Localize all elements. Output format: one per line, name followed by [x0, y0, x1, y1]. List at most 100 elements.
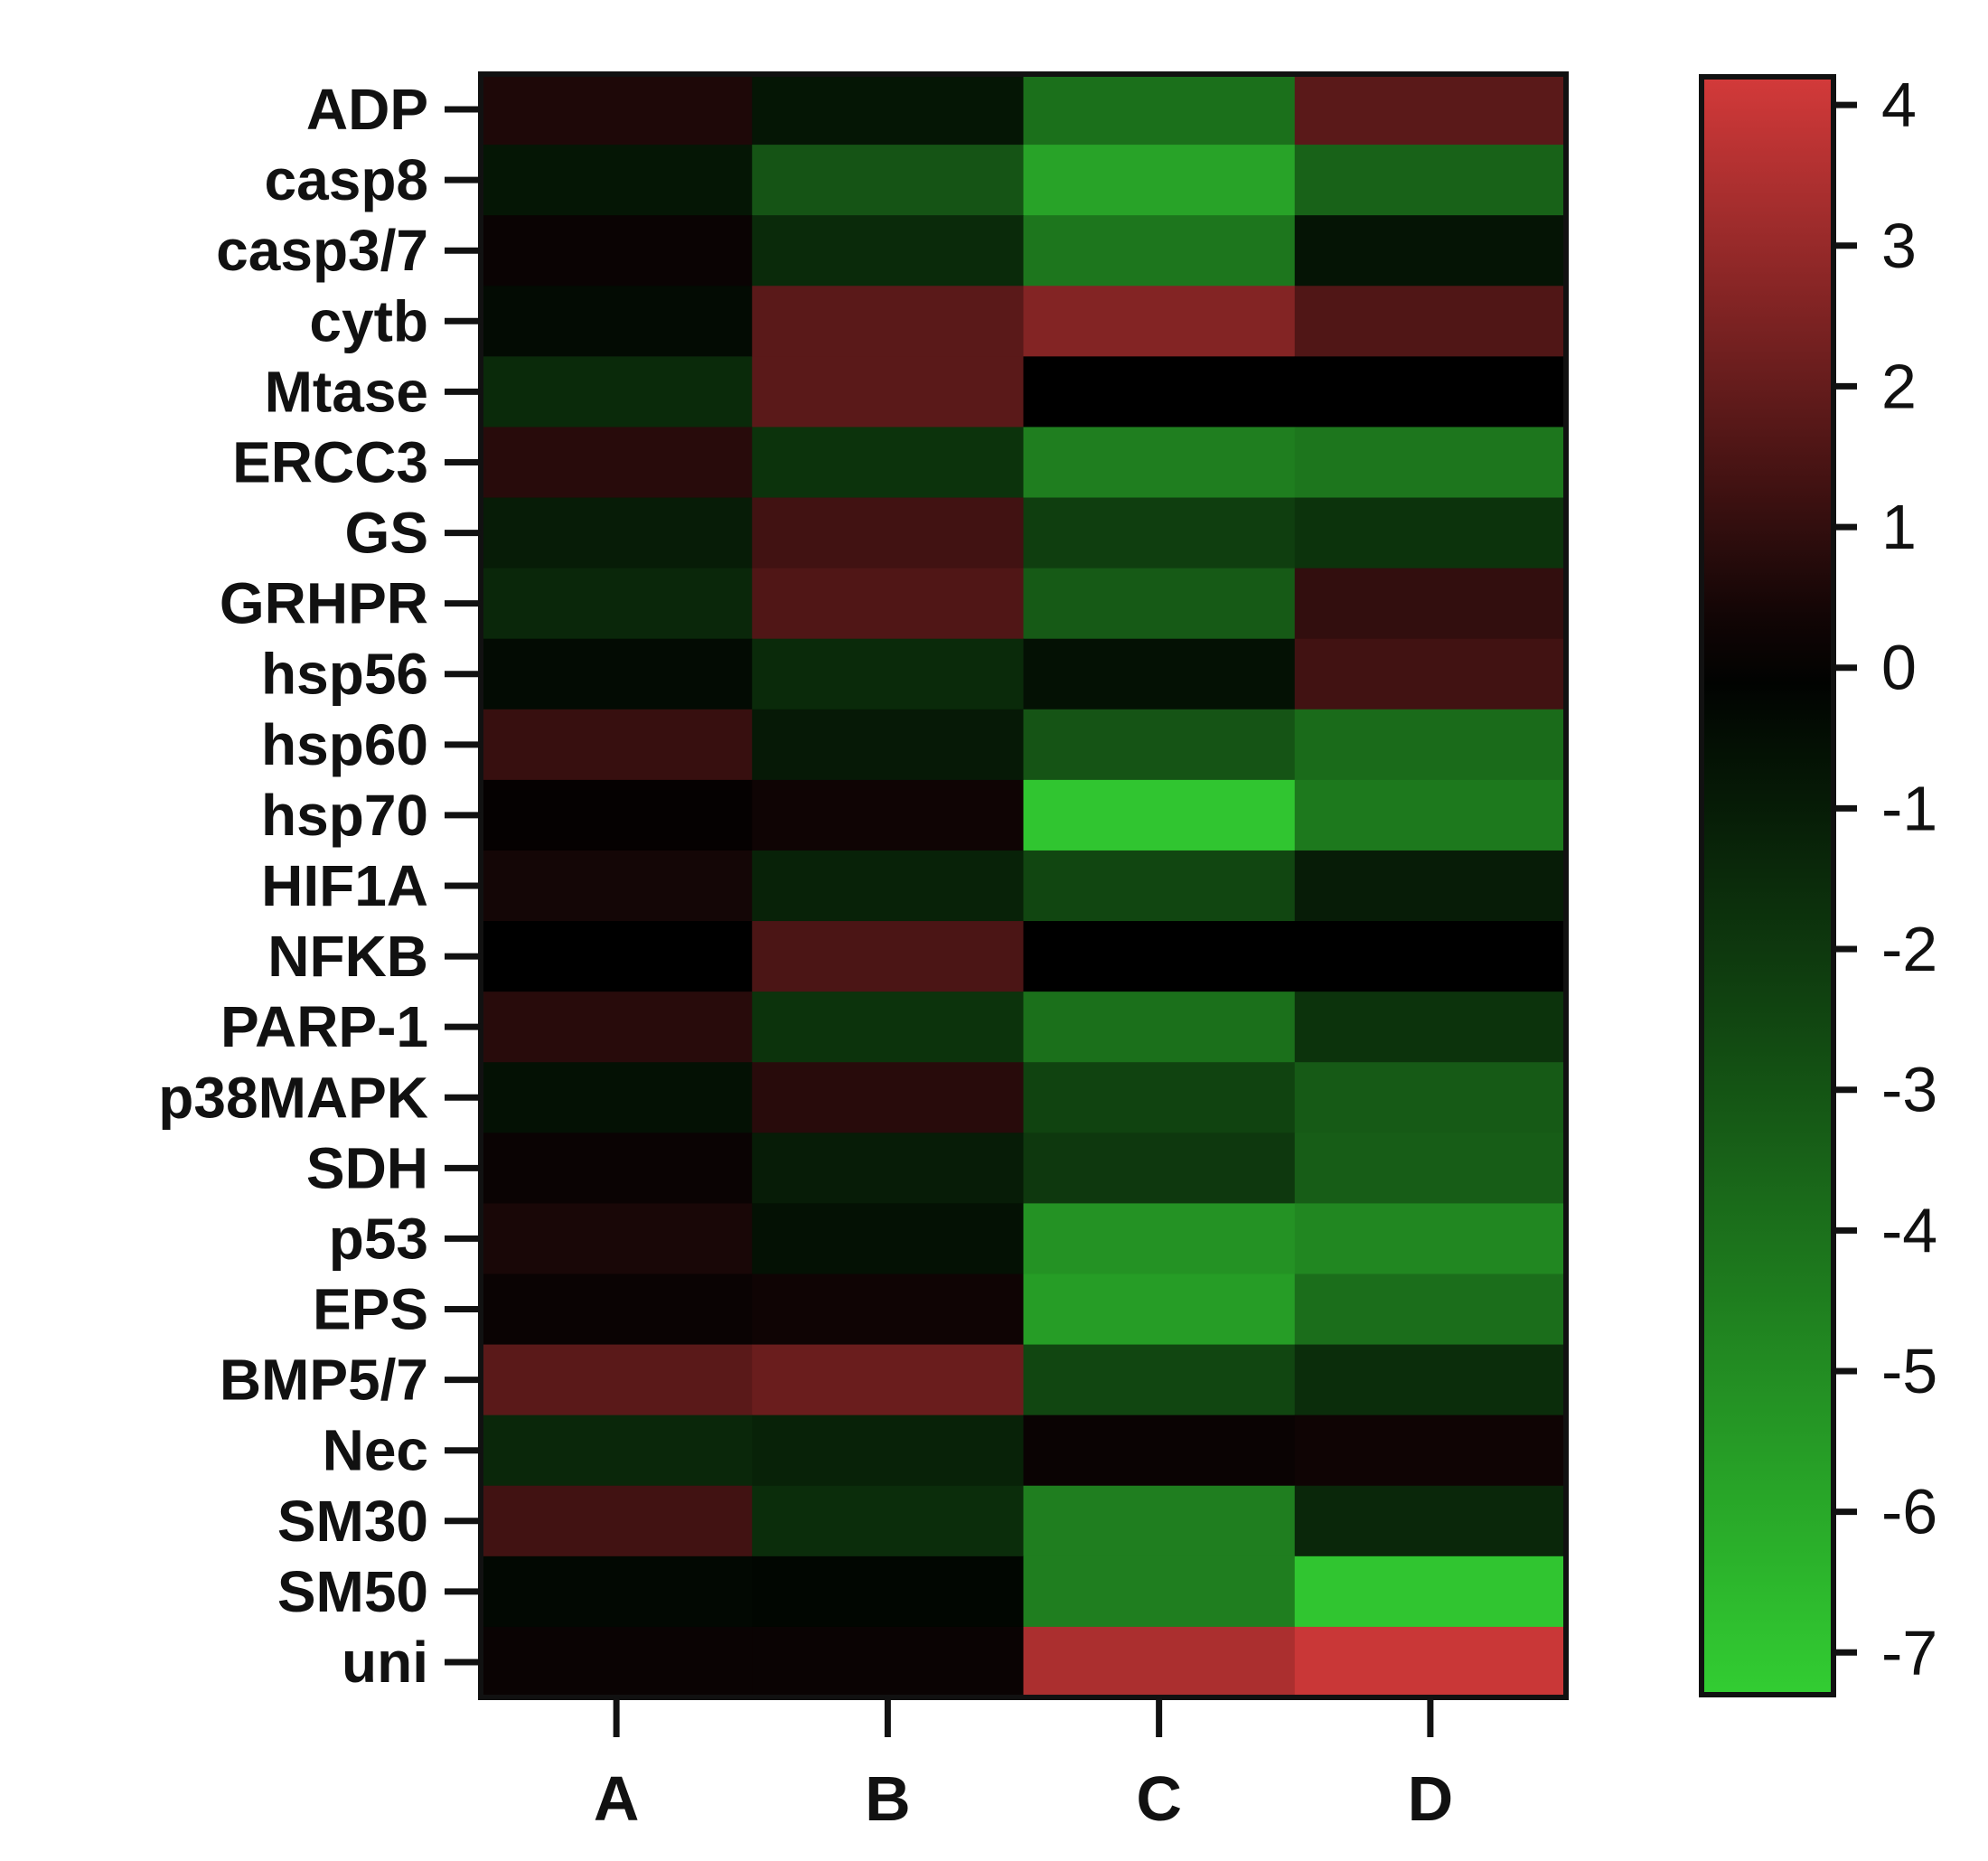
- heatmap-cell: [1023, 921, 1296, 992]
- heatmap-cell: [752, 1485, 1025, 1557]
- heatmap-cell: [481, 850, 753, 922]
- row-label: SDH: [306, 1135, 428, 1200]
- colorbar: 4 3 2 1 0 -1 -2 -3 -4 -5 -6 -7: [1699, 70, 1937, 1697]
- heatmap-cell: [1294, 779, 1567, 851]
- heatmap-cell: [1023, 215, 1296, 287]
- heatmap-cell: [752, 1274, 1025, 1346]
- heatmap-cell: [481, 1344, 753, 1416]
- heatmap-cell: [1023, 1626, 1296, 1698]
- column-label: A: [594, 1763, 640, 1834]
- heatmap-cell: [1294, 286, 1567, 357]
- heatmap-cell: [1023, 709, 1296, 781]
- heatmap-cell: [1023, 1415, 1296, 1487]
- row-label: casp8: [265, 147, 428, 212]
- heatmap-cell: [1023, 74, 1296, 146]
- heatmap-cell: [752, 568, 1025, 640]
- heatmap-cell: [752, 1626, 1025, 1698]
- row-label: ADP: [306, 77, 428, 142]
- heatmap-cell: [1294, 921, 1567, 992]
- colorbar-tick-label: 4: [1881, 70, 1917, 140]
- heatmap-cell: [752, 779, 1025, 851]
- column-label: B: [865, 1763, 911, 1834]
- heatmap-cell: [481, 74, 753, 146]
- heatmap-cell: [1023, 427, 1296, 499]
- heatmap-cell: [1023, 992, 1296, 1063]
- colorbar-tick-label: -7: [1881, 1617, 1937, 1687]
- heatmap-cell: [752, 427, 1025, 499]
- heatmap-cell: [481, 1626, 753, 1698]
- row-label: hsp56: [261, 642, 428, 707]
- heatmap-cell: [1294, 1274, 1567, 1346]
- heatmap-cell: [481, 1556, 753, 1628]
- row-label: p53: [329, 1206, 428, 1271]
- heatmap-cell: [1023, 1133, 1296, 1204]
- colorbar-tick-label: 2: [1881, 351, 1917, 421]
- row-label: hsp70: [261, 783, 428, 848]
- heatmap-cell: [1294, 1062, 1567, 1133]
- heatmap-cell: [1023, 286, 1296, 357]
- heatmap-cell: [1294, 1556, 1567, 1628]
- heatmap-cell: [752, 1203, 1025, 1275]
- colorbar-tick-label: 0: [1881, 633, 1917, 703]
- colorbar-tick-label: -6: [1881, 1477, 1937, 1547]
- row-label: Nec: [323, 1418, 428, 1483]
- heatmap-cell: [481, 1274, 753, 1346]
- heatmap-cell: [1023, 568, 1296, 640]
- heatmap-cell: [481, 497, 753, 569]
- heatmap-cell: [1294, 850, 1567, 922]
- heatmap-cell: [1023, 1344, 1296, 1416]
- heatmap-cell: [752, 215, 1025, 287]
- heatmap-cell: [752, 1344, 1025, 1416]
- heatmap-cell: [1023, 1274, 1296, 1346]
- column-label: D: [1408, 1763, 1454, 1834]
- heatmap-cell: [481, 286, 753, 357]
- heatmap-cell: [752, 356, 1025, 428]
- heatmap-cell: [1023, 145, 1296, 216]
- heatmap-cell: [1294, 497, 1567, 569]
- row-label: EPS: [313, 1277, 428, 1342]
- colorbar-gradient: [1699, 74, 1836, 1697]
- heatmap-cell: [752, 1133, 1025, 1204]
- heatmap-cell: [752, 992, 1025, 1063]
- heatmap-cell: [1294, 638, 1567, 710]
- heatmap-cell: [1294, 1485, 1567, 1557]
- heatmap-cell: [752, 638, 1025, 710]
- heatmap-cell: [752, 1062, 1025, 1133]
- row-label: p38MAPK: [158, 1065, 428, 1130]
- row-label: SM50: [277, 1559, 428, 1624]
- heatmap-cell: [1294, 145, 1567, 216]
- heatmap-cell: [1023, 1062, 1296, 1133]
- column-axis: A B C D: [594, 1697, 1453, 1834]
- heatmap-cell: [1023, 1556, 1296, 1628]
- colorbar-tick-label: -1: [1881, 773, 1937, 843]
- heatmap-cell: [481, 779, 753, 851]
- row-label: Mtase: [265, 359, 428, 424]
- heatmap-cell: [1023, 850, 1296, 922]
- heatmap-cell: [1294, 1133, 1567, 1204]
- row-label: cytb: [309, 288, 428, 353]
- heatmap-cell: [481, 1415, 753, 1487]
- row-label: NFKB: [267, 924, 428, 989]
- row-label: HIF1A: [261, 853, 428, 918]
- heatmap-cell: [1294, 215, 1567, 287]
- heatmap-cell: [481, 568, 753, 640]
- row-label: PARP-1: [220, 994, 428, 1059]
- heatmap-cell: [1023, 638, 1296, 710]
- colorbar-tick-label: 1: [1881, 492, 1917, 562]
- row-label: BMP5/7: [220, 1348, 428, 1413]
- heatmap-cell: [481, 709, 753, 781]
- heatmap-cell: [1023, 356, 1296, 428]
- column-label: C: [1136, 1763, 1182, 1834]
- heatmap-cell: [481, 921, 753, 992]
- heatmap-cell: [752, 286, 1025, 357]
- heatmap-cells: [481, 74, 1567, 1698]
- row-label: uni: [342, 1630, 428, 1695]
- heatmap-cell: [481, 1485, 753, 1557]
- heatmap-cell: [1294, 427, 1567, 499]
- heatmap-cell: [752, 921, 1025, 992]
- row-label: hsp60: [261, 712, 428, 777]
- row-label: casp3/7: [216, 218, 428, 283]
